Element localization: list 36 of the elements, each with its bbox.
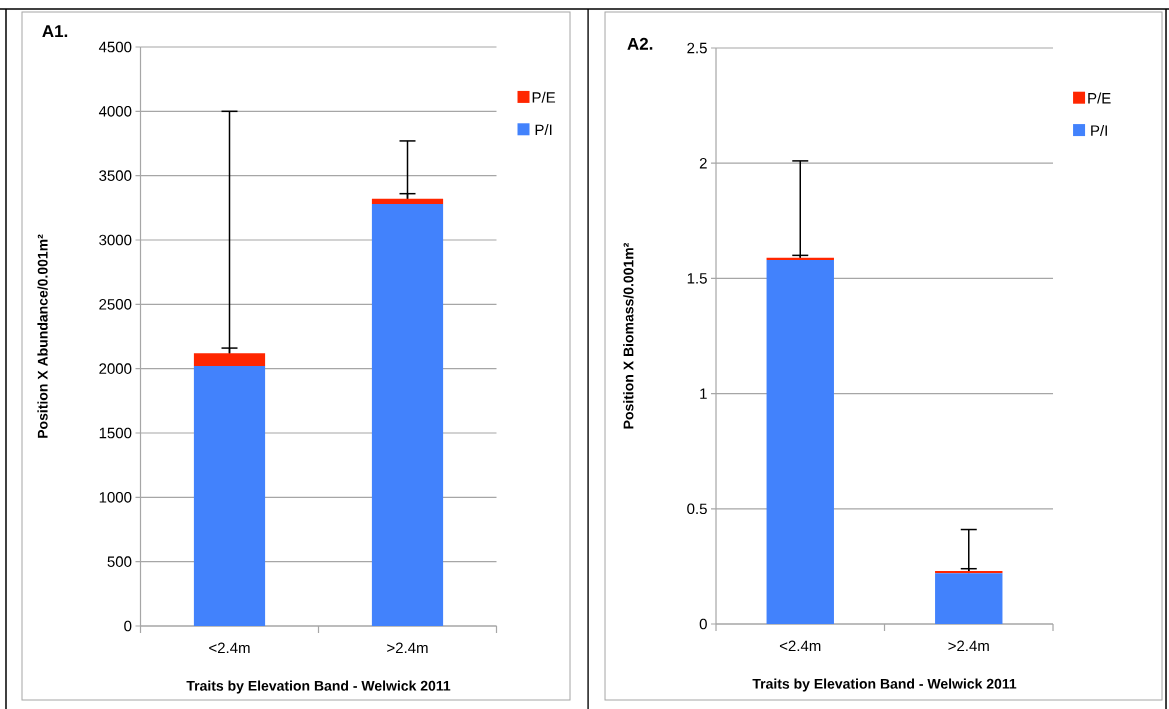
y-tick-label: 500 bbox=[107, 556, 132, 567]
bar bbox=[193, 353, 266, 367]
y-tick-label: 2000 bbox=[99, 363, 132, 374]
y-tick-label: 2 bbox=[699, 157, 707, 169]
bar bbox=[935, 573, 1003, 624]
bar bbox=[766, 259, 834, 624]
y-tick-label: 0.5 bbox=[687, 503, 707, 515]
x-axis-title: Traits by Elevation Band - Welwick 2011 bbox=[186, 680, 451, 694]
bar bbox=[193, 366, 266, 626]
x-tick-label: <2.4m bbox=[779, 640, 821, 652]
chart-title: A1. bbox=[42, 25, 68, 37]
y-axis-title: Position X Biomass/0.001m² bbox=[623, 242, 634, 429]
legend-label: P/I bbox=[535, 124, 552, 136]
x-tick-label: >2.4m bbox=[948, 640, 989, 652]
x-tick-label: >2.4m bbox=[387, 642, 428, 654]
y-axis-title: Position X Abundance/0.001m² bbox=[37, 234, 48, 438]
y-tick-label: 4000 bbox=[98, 106, 132, 117]
y-tick-label: 1500 bbox=[99, 427, 132, 439]
x-axis-title: Traits by Elevation Band - Welwick 2011 bbox=[752, 678, 1017, 692]
y-tick-label: 1000 bbox=[99, 492, 132, 503]
legend-label: P/E bbox=[1088, 92, 1111, 104]
y-tick-label: 3500 bbox=[99, 170, 132, 181]
legend-label: P/E bbox=[532, 91, 556, 103]
bar bbox=[371, 203, 444, 626]
legend-label: P/I bbox=[1091, 124, 1107, 136]
y-tick-label: 1.5 bbox=[687, 273, 707, 284]
y-tick-label: 2500 bbox=[99, 299, 132, 310]
y-tick-label: 1 bbox=[700, 388, 707, 399]
y-tick-label: 2.5 bbox=[687, 42, 707, 54]
y-tick-label: 0 bbox=[699, 618, 707, 630]
y-tick-label: 3000 bbox=[99, 234, 132, 246]
chart-title: A2. bbox=[627, 37, 653, 50]
x-tick-label: <2.4m bbox=[209, 642, 250, 654]
y-tick-label: 0 bbox=[124, 620, 132, 632]
y-tick-label: 4500 bbox=[98, 41, 132, 53]
bar bbox=[371, 198, 444, 204]
